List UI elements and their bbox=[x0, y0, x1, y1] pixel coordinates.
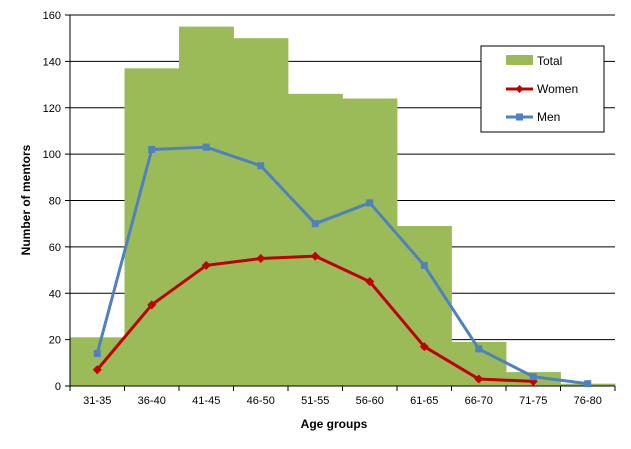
legend-men-marker bbox=[516, 113, 523, 121]
y-tick-label: 140 bbox=[43, 56, 61, 68]
axes bbox=[65, 14, 616, 391]
x-tick-label-41-45: 41-45 bbox=[192, 395, 220, 407]
point-men-41-45 bbox=[202, 143, 210, 151]
y-tick-label: 80 bbox=[49, 196, 61, 208]
point-women-31-35 bbox=[92, 365, 102, 375]
point-men-51-55 bbox=[311, 220, 319, 228]
bar-total-41-45 bbox=[179, 26, 234, 386]
legend-men-label: Men bbox=[537, 110, 560, 124]
point-men-46-50 bbox=[257, 162, 265, 170]
y-tick-label: 160 bbox=[43, 10, 61, 22]
x-tick-label-31-35: 31-35 bbox=[83, 395, 111, 407]
x-tick-label-66-70: 66-70 bbox=[465, 395, 493, 407]
point-men-76-80 bbox=[584, 380, 592, 388]
y-axis-title: Number of mentors bbox=[19, 144, 33, 255]
point-women-36-40 bbox=[147, 300, 157, 310]
point-men-66-70 bbox=[475, 345, 483, 353]
point-women-56-60 bbox=[365, 277, 375, 287]
line-men bbox=[95, 145, 588, 386]
bar-total-61-65 bbox=[397, 226, 452, 386]
series-lines bbox=[92, 143, 592, 388]
x-tick-label-51-55: 51-55 bbox=[301, 395, 329, 407]
point-women-61-65 bbox=[419, 342, 429, 352]
point-women-66-70 bbox=[474, 374, 484, 384]
bar-total-36-40 bbox=[124, 68, 180, 387]
x-tick-label-46-50: 46-50 bbox=[247, 395, 275, 407]
tick-labels: 0 20 40 60 80 100 120 140 160 31-35 36-40 41-45 46-5… bbox=[43, 10, 602, 407]
legend-women-marker bbox=[515, 85, 524, 93]
y-tick-label: 20 bbox=[49, 335, 61, 347]
legend: Total Women Men bbox=[480, 45, 605, 133]
legend-women-label: Women bbox=[537, 82, 578, 96]
point-men-36-40 bbox=[148, 145, 156, 153]
legend-total-label: Total bbox=[537, 54, 562, 68]
x-tick-label-61-65: 61-65 bbox=[410, 395, 438, 407]
point-men-31-35 bbox=[93, 350, 101, 358]
legend-total-swatch bbox=[506, 55, 533, 65]
point-men-61-65 bbox=[420, 261, 428, 269]
x-tick-label-71-75: 71-75 bbox=[519, 395, 547, 407]
bar-total-56-60 bbox=[342, 98, 398, 386]
point-men-56-60 bbox=[366, 199, 374, 207]
legend-box bbox=[480, 45, 605, 133]
x-tick-label-76-80: 76-80 bbox=[574, 395, 602, 407]
point-men-71-75 bbox=[529, 373, 537, 381]
x-axis-title: Age groups bbox=[301, 417, 368, 431]
bar-total-46-50 bbox=[233, 38, 289, 386]
y-tick-label: 120 bbox=[43, 103, 61, 115]
bar-total-51-55 bbox=[288, 93, 343, 387]
y-tick-label: 0 bbox=[55, 381, 61, 393]
y-tick-label: 100 bbox=[43, 149, 61, 161]
x-tick-label-56-60: 56-60 bbox=[356, 395, 384, 407]
y-tick-label: 40 bbox=[49, 288, 61, 300]
point-women-41-45 bbox=[201, 260, 211, 270]
y-tick-label: 60 bbox=[49, 242, 61, 254]
point-women-51-55 bbox=[310, 251, 320, 261]
point-women-46-50 bbox=[256, 253, 266, 263]
x-tick-label-36-40: 36-40 bbox=[138, 395, 166, 407]
